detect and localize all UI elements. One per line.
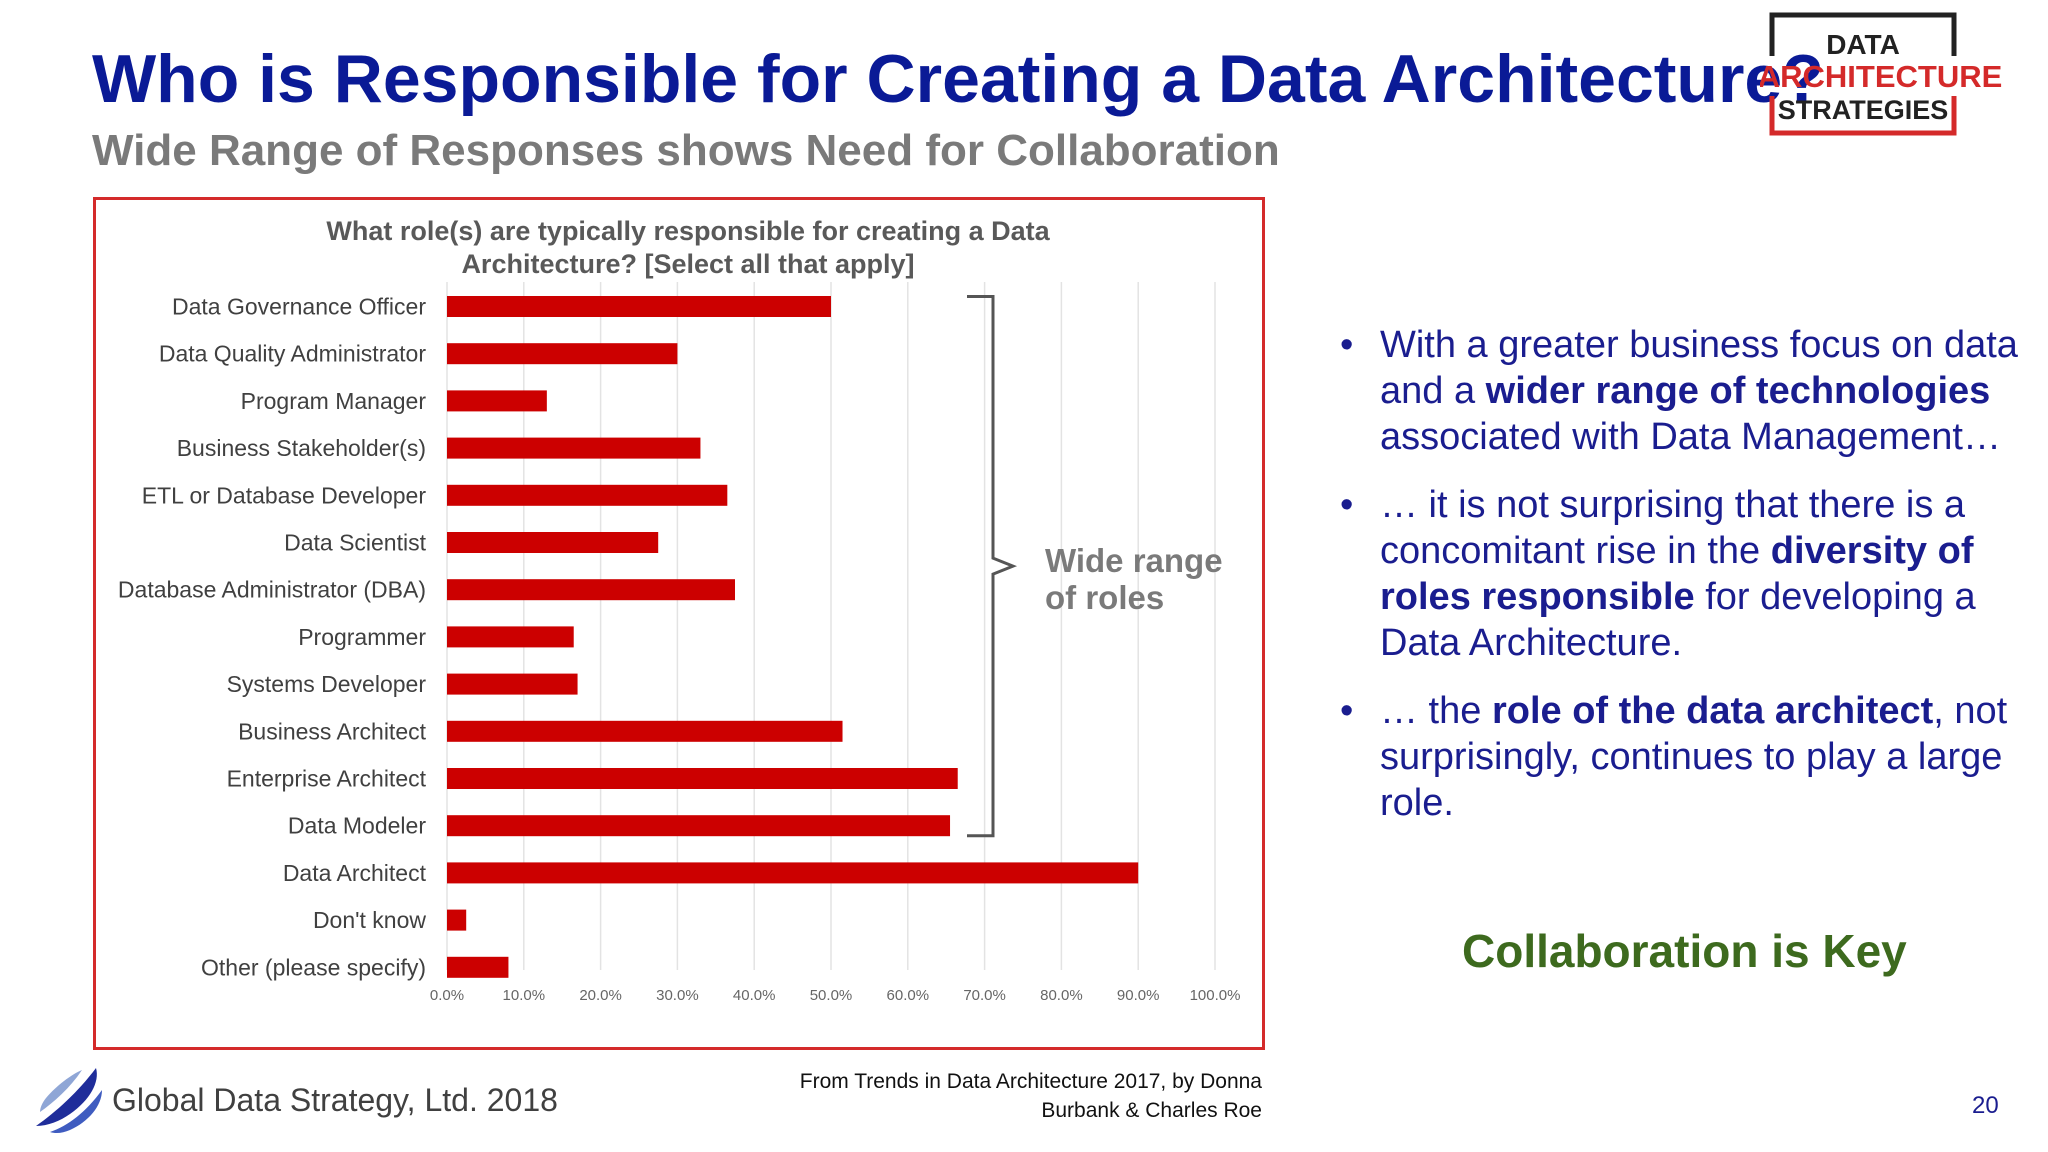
bar: [447, 673, 578, 695]
x-tick-label: 60.0%: [887, 987, 930, 1004]
bullet-text: … the: [1380, 690, 1492, 732]
category-label: Programmer: [298, 624, 426, 650]
bullet-text: With a greater business focus on data an…: [1380, 324, 2018, 412]
category-label: Data Architect: [283, 860, 427, 886]
category-label: Other (please specify): [201, 954, 426, 980]
bullet-emphasis: wider range of technologies: [1485, 370, 1991, 412]
bracket-line: [967, 295, 1018, 838]
logo-line-data: DATA: [1826, 29, 1900, 60]
x-tick-label: 80.0%: [1040, 987, 1083, 1004]
category-label: Program Manager: [241, 388, 427, 414]
category-label: Systems Developer: [227, 671, 427, 697]
bar: [447, 343, 678, 365]
x-tick-label: 70.0%: [963, 987, 1006, 1004]
bullet-item: With a greater business focus on data an…: [1330, 322, 2030, 460]
x-tick-label: 30.0%: [656, 987, 699, 1004]
bullet-emphasis: role of the data architect: [1491, 690, 1934, 732]
chart-x-tick-labels: 0.0% 10.0% 20.0% 30.0% 40.0% 50.0% 60.0% 70.0% 8…: [430, 987, 1241, 1004]
bar: [447, 532, 659, 553]
x-tick-label: 90.0%: [1117, 987, 1160, 1004]
slide-subtitle: Wide Range of Responses shows Need for C…: [92, 126, 1280, 175]
bar: [447, 390, 547, 412]
bar: [447, 626, 574, 648]
bar: [447, 720, 843, 742]
chart-frame: What role(s) are typically responsible f…: [93, 197, 1265, 1050]
x-tick-label: 20.0%: [579, 987, 622, 1004]
annotation-line-2: of roles: [1045, 579, 1164, 616]
category-label: Don't know: [313, 907, 426, 933]
bar: [447, 768, 958, 789]
bar: [447, 862, 1139, 884]
x-tick-label: 50.0%: [810, 987, 853, 1004]
bar: [447, 296, 831, 317]
category-label: ETL or Database Developer: [142, 482, 427, 508]
bullet-item: … it is not surprising that there is a c…: [1330, 482, 2030, 666]
category-label: Database Administrator (DBA): [118, 577, 426, 603]
chart-bars: [447, 296, 1139, 978]
slide-title: Who is Responsible for Creating a Data A…: [92, 41, 1824, 117]
bar: [447, 484, 728, 506]
category-label: Business Architect: [238, 718, 427, 744]
bullet-text: , not surprisingly, continues to play a …: [1380, 690, 2008, 824]
page-number: 20: [1972, 1092, 1999, 1119]
key-message: Collaboration is Key: [1462, 925, 1907, 977]
source-line-1: From Trends in Data Architecture 2017, b…: [799, 1070, 1262, 1093]
chart-bracket: [967, 295, 1018, 838]
source-citation: From Trends in Data Architecture 2017, b…: [662, 1067, 1262, 1125]
x-tick-label: 10.0%: [503, 987, 546, 1004]
bar: [447, 815, 951, 837]
source-line-2: Burbank & Charles Roe: [1041, 1099, 1262, 1122]
x-tick-label: 0.0%: [430, 987, 464, 1004]
bar: [447, 909, 467, 931]
logo-line-architecture: ARCHITECTURE: [1760, 59, 2002, 94]
category-label: Data Modeler: [288, 813, 426, 839]
bullet-text: … it is not surprising that there is a c…: [1380, 484, 1966, 572]
roles-bar-chart: What role(s) are typically responsible f…: [118, 216, 1241, 1004]
bar: [447, 579, 735, 601]
category-label: Data Governance Officer: [172, 294, 426, 320]
global-data-strategy-logo-icon: [36, 1068, 102, 1134]
bar: [447, 437, 701, 459]
chart-title-line-1: What role(s) are typically responsible f…: [326, 216, 1050, 246]
annotation-line-1: Wide range: [1045, 542, 1223, 579]
x-tick-label: 100.0%: [1190, 987, 1241, 1004]
category-label: Data Scientist: [284, 530, 427, 556]
category-label: Data Quality Administrator: [159, 341, 427, 367]
bullet-text: associated with Data Management…: [1380, 416, 2001, 458]
chart-title-line-2: Architecture? [Select all that apply]: [461, 249, 914, 279]
category-label: Enterprise Architect: [227, 766, 427, 792]
logo-line-strategies: STRATEGIES: [1778, 95, 1949, 125]
data-architecture-strategies-logo: DATA ARCHITECTURE STRATEGIES: [1760, 12, 2002, 136]
bullet-list: With a greater business focus on data an…: [1330, 322, 2030, 848]
footer-company: Global Data Strategy, Ltd. 2018: [112, 1082, 558, 1118]
category-label: Business Stakeholder(s): [177, 435, 426, 461]
bullet-emphasis: diversity of roles responsible: [1380, 530, 1974, 618]
x-tick-label: 40.0%: [733, 987, 776, 1004]
bullet-text: for developing a Data Architecture.: [1380, 576, 1976, 664]
bar: [447, 956, 509, 978]
bullet-item: … the role of the data architect, not su…: [1330, 688, 2030, 826]
chart-category-labels: Data Governance Officer Data Quality Admi…: [118, 294, 427, 981]
